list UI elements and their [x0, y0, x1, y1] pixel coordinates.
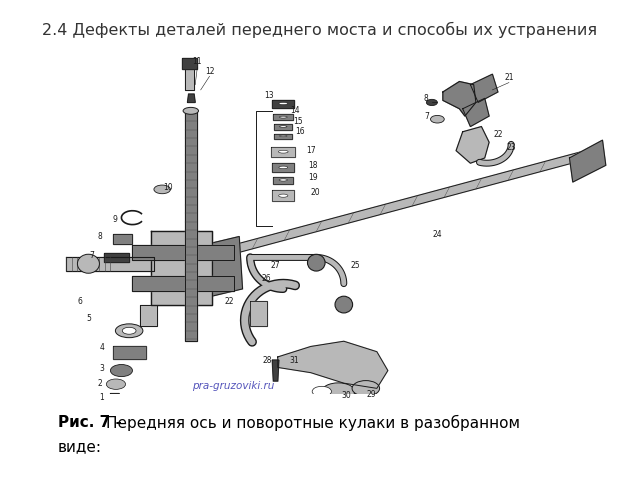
Text: 20: 20 [310, 188, 320, 197]
Polygon shape [188, 94, 195, 102]
Text: Рис. 7 -: Рис. 7 - [58, 415, 127, 430]
Ellipse shape [115, 324, 143, 337]
Ellipse shape [278, 150, 288, 153]
Polygon shape [104, 253, 129, 262]
Polygon shape [132, 245, 234, 260]
Polygon shape [463, 98, 489, 127]
Text: 8: 8 [424, 94, 429, 103]
Ellipse shape [335, 296, 353, 313]
Polygon shape [250, 301, 267, 325]
Polygon shape [111, 394, 119, 409]
Text: 5: 5 [86, 314, 91, 323]
Polygon shape [113, 234, 132, 244]
Text: 4: 4 [99, 343, 104, 352]
Text: 14: 14 [291, 107, 300, 115]
Text: 15: 15 [292, 117, 302, 126]
Ellipse shape [307, 254, 325, 271]
Polygon shape [186, 111, 197, 341]
Text: 19: 19 [308, 173, 318, 182]
Polygon shape [186, 65, 194, 90]
Text: 23: 23 [506, 143, 516, 152]
Polygon shape [275, 134, 292, 139]
Text: 21: 21 [504, 73, 514, 82]
Text: виде:: виде: [58, 439, 102, 454]
Polygon shape [273, 177, 293, 184]
Polygon shape [273, 114, 293, 120]
Text: 9: 9 [113, 215, 117, 224]
Text: 27: 27 [271, 261, 280, 270]
Text: pra-gruzoviki.ru: pra-gruzoviki.ru [192, 382, 275, 391]
Text: Передняя ось и поворотные кулаки в разобранном: Передняя ось и поворотные кулаки в разоб… [106, 415, 520, 432]
Text: 16: 16 [295, 127, 305, 136]
Polygon shape [275, 124, 292, 130]
Ellipse shape [77, 254, 99, 273]
Polygon shape [470, 74, 498, 102]
Text: 11: 11 [193, 57, 202, 66]
Ellipse shape [278, 194, 288, 197]
Polygon shape [182, 59, 197, 69]
Ellipse shape [183, 108, 198, 114]
Text: 24: 24 [433, 230, 442, 239]
Polygon shape [278, 341, 388, 388]
Text: 6: 6 [77, 297, 82, 306]
Text: 17: 17 [306, 146, 316, 155]
Polygon shape [570, 140, 606, 182]
Text: 7: 7 [424, 111, 429, 120]
Ellipse shape [280, 126, 287, 127]
Polygon shape [201, 147, 597, 263]
Ellipse shape [154, 185, 170, 194]
Ellipse shape [122, 327, 136, 334]
Text: 30: 30 [341, 391, 351, 400]
Text: 22: 22 [225, 297, 234, 306]
Ellipse shape [279, 179, 287, 181]
Polygon shape [132, 276, 234, 291]
Ellipse shape [431, 115, 444, 123]
Ellipse shape [312, 386, 332, 396]
Text: 13: 13 [264, 91, 274, 100]
Text: 18: 18 [308, 161, 317, 170]
Polygon shape [272, 100, 294, 108]
Text: 12: 12 [205, 67, 214, 75]
Text: 8: 8 [97, 232, 102, 241]
Ellipse shape [352, 381, 380, 396]
Ellipse shape [280, 135, 287, 137]
Text: 3: 3 [99, 364, 104, 373]
Ellipse shape [111, 364, 132, 377]
Ellipse shape [106, 379, 125, 389]
Polygon shape [67, 257, 154, 271]
Text: 2: 2 [97, 379, 102, 388]
Text: 29: 29 [367, 390, 376, 399]
Ellipse shape [279, 102, 287, 105]
Polygon shape [151, 231, 212, 305]
Text: 2.4 Дефекты деталей переднего моста и способы их устранения: 2.4 Дефекты деталей переднего моста и сп… [42, 22, 598, 38]
Polygon shape [456, 127, 489, 163]
Text: 10: 10 [163, 183, 173, 192]
Polygon shape [443, 82, 476, 116]
Text: 28: 28 [262, 356, 271, 365]
Ellipse shape [279, 166, 287, 168]
Ellipse shape [322, 383, 355, 400]
Ellipse shape [426, 99, 437, 106]
Polygon shape [140, 305, 157, 325]
Polygon shape [113, 347, 146, 359]
Text: 25: 25 [350, 261, 360, 270]
Polygon shape [195, 237, 243, 300]
Text: 22: 22 [493, 131, 502, 139]
Text: 31: 31 [289, 356, 299, 365]
Text: 7: 7 [90, 251, 94, 260]
Polygon shape [272, 191, 294, 201]
Polygon shape [272, 360, 279, 381]
Text: 1: 1 [99, 393, 104, 402]
Ellipse shape [279, 116, 287, 118]
Polygon shape [271, 147, 296, 157]
Polygon shape [272, 163, 294, 171]
Text: 26: 26 [262, 274, 271, 283]
